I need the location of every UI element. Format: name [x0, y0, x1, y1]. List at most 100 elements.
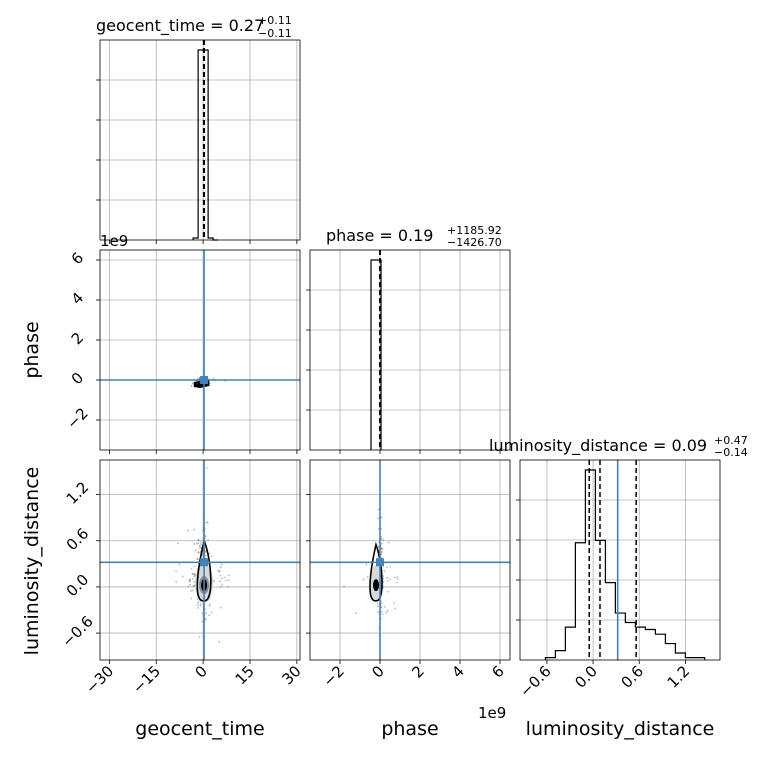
sample-point — [196, 604, 199, 607]
sample-point — [193, 543, 196, 545]
sample-point — [381, 551, 383, 553]
title-luminosity-distance-minus: −0.14 — [714, 446, 748, 459]
sample-point — [205, 521, 208, 524]
sample-point — [377, 605, 379, 608]
y-tick-label: 6 — [68, 249, 87, 268]
sample-point — [191, 589, 194, 592]
title-geocent-time: geocent_time = 0.27 — [96, 16, 264, 36]
sample-point — [191, 382, 194, 385]
sample-point — [217, 569, 219, 572]
y-tick-label: 4 — [68, 289, 87, 308]
sample-point — [204, 618, 207, 621]
sample-point — [199, 547, 201, 549]
sample-point — [386, 609, 389, 612]
sample-point — [383, 570, 386, 572]
sample-point — [376, 610, 379, 613]
x-tick-label: 4 — [448, 662, 467, 681]
sample-point — [218, 570, 221, 573]
y-tick-label: 2 — [68, 329, 87, 348]
title-phase-plus: +1185.92 — [447, 224, 502, 237]
panel-geocent-time-hist — [96, 39, 301, 244]
sample-point — [376, 603, 379, 605]
sample-point — [213, 580, 216, 582]
sample-point — [193, 573, 196, 576]
x-tick-label: 0.6 — [617, 662, 647, 692]
density-21 — [310, 460, 510, 660]
panel-phase-vs-geocent-time: −2 0 2 4 6 — [63, 249, 301, 454]
sample-point — [393, 576, 396, 579]
sample-point — [221, 583, 223, 586]
sample-point — [201, 612, 204, 615]
ylabel-phase: phase — [21, 321, 43, 378]
sample-point — [197, 551, 199, 554]
sample-point — [195, 542, 198, 545]
sample-point — [221, 577, 223, 580]
sample-point — [207, 383, 209, 386]
sample-point — [177, 542, 179, 545]
sample-point — [193, 580, 195, 583]
sample-point — [194, 549, 197, 552]
panel-distance-vs-phase: −2 0 2 4 6 — [306, 459, 511, 690]
sample-point — [208, 605, 211, 607]
sample-point — [386, 590, 389, 593]
y-tick-label: −0.6 — [58, 612, 96, 650]
sample-point — [392, 602, 395, 605]
hist-luminosity-distance — [544, 469, 706, 660]
x-tick-label: −2 — [319, 662, 347, 690]
sample-point — [196, 558, 199, 561]
sample-point — [220, 563, 223, 566]
sample-point — [196, 557, 199, 560]
sample-point — [190, 590, 192, 592]
sample-point — [206, 467, 209, 469]
x-tick-label: −15 — [129, 662, 164, 697]
xlabel-luminosity-distance: luminosity_distance — [526, 718, 715, 740]
sample-point — [187, 529, 189, 532]
sample-point — [366, 576, 369, 578]
sample-point — [197, 538, 200, 541]
sample-point — [377, 517, 380, 520]
sample-point — [381, 547, 384, 550]
ylabel-luminosity-distance: luminosity_distance — [21, 467, 43, 656]
sample-point — [381, 613, 384, 616]
panel-phase-hist — [306, 249, 511, 454]
sample-point — [396, 581, 398, 584]
sample-point — [355, 612, 357, 615]
sample-point — [377, 546, 380, 549]
sample-point — [188, 579, 191, 582]
sample-point — [208, 382, 211, 385]
sample-point — [343, 585, 345, 588]
sample-point — [396, 576, 399, 578]
sample-point — [218, 580, 221, 583]
y-tick-label: 1.2 — [63, 478, 93, 508]
sample-point — [380, 610, 383, 613]
x-tick-label: 15 — [232, 662, 258, 688]
x-tick-label: 2 — [408, 662, 427, 681]
offset-label-phase-y: 1e9 — [100, 232, 128, 250]
sample-point — [197, 539, 200, 542]
sample-point — [196, 382, 199, 385]
y-tick-label: 0 — [68, 369, 87, 388]
sample-point — [224, 579, 227, 582]
sample-point — [219, 606, 222, 609]
sample-point — [187, 585, 190, 588]
title-phase-minus: −1426.70 — [447, 236, 502, 249]
sample-point — [365, 563, 368, 566]
panel-11-frame — [309, 249, 511, 451]
sample-point — [175, 570, 177, 573]
density-20 — [100, 460, 300, 660]
sample-point — [204, 535, 207, 538]
sample-point — [188, 580, 191, 583]
sample-point — [193, 565, 196, 568]
sample-point — [206, 521, 209, 524]
sample-point — [385, 566, 388, 569]
x-tick-label: 0 — [191, 662, 210, 681]
truth-marker — [200, 376, 209, 384]
sample-point — [198, 551, 200, 554]
sample-point — [193, 585, 195, 587]
panel-00-frame — [99, 39, 301, 241]
sample-point — [377, 527, 380, 530]
sample-point — [381, 548, 383, 551]
panel-22-frame — [519, 459, 721, 661]
panel-10-frame — [99, 249, 301, 451]
